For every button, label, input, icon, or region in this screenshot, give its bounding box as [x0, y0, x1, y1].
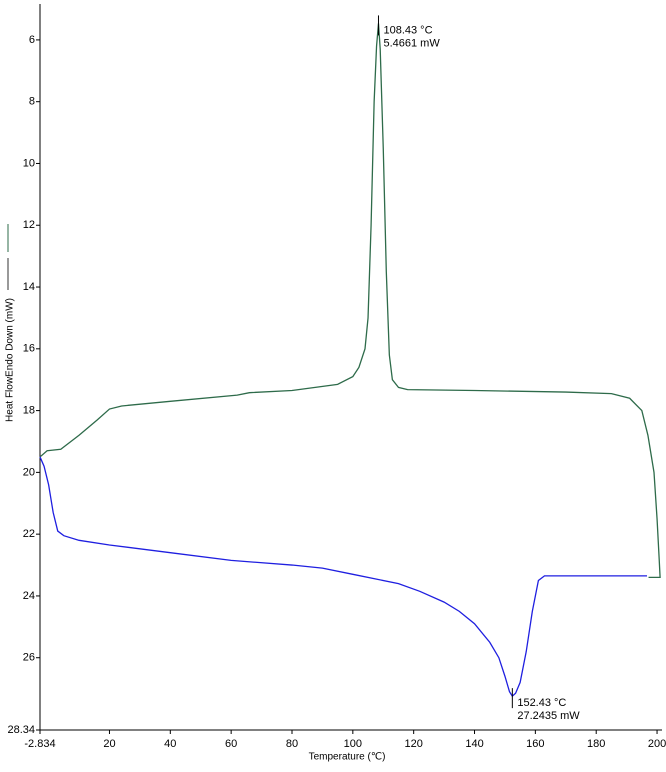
x-tick-label: 100 [344, 738, 362, 750]
y-tick-label: 18 [23, 404, 35, 416]
x-tick-label: 200 [648, 738, 666, 750]
annotation: 5.4661 mW [383, 37, 440, 49]
y-tick-label: 16 [23, 343, 35, 355]
x-tick-label: -2.834 [24, 738, 55, 750]
y-tick-label: 14 [23, 281, 35, 293]
y-tick-label: 10 [23, 157, 35, 169]
x-tick-label: 40 [164, 738, 176, 750]
x-tick-label: 120 [404, 738, 422, 750]
y-tick-label: 22 [23, 528, 35, 540]
y-tick-label: 24 [23, 590, 35, 602]
annotation: 27.2435 mW [517, 710, 580, 722]
annotation: 152.43 °C [517, 697, 566, 709]
y-tick-label: 26 [23, 652, 35, 664]
data-line [39, 456, 648, 698]
annotation: 108.43 °C [383, 24, 432, 36]
x-axis-label: Temperature (℃) [309, 752, 386, 763]
x-tick-label: 20 [103, 738, 115, 750]
x-tick-label: 60 [225, 738, 237, 750]
x-tick-label: 180 [587, 738, 605, 750]
x-tick-label: 160 [526, 738, 544, 750]
y-axis-label: Heat FlowEndo Down (mW) [5, 298, 16, 422]
y-tick-label: 8 [29, 96, 35, 108]
x-tick-label: 80 [286, 738, 298, 750]
y-tick-label: 6 [29, 34, 35, 46]
y-tick-label: 20 [23, 466, 35, 478]
y-tick-label: 12 [23, 219, 35, 231]
y-tick-label: 28.34 [7, 724, 35, 736]
x-tick-label: 140 [465, 738, 483, 750]
data-line [39, 23, 661, 579]
